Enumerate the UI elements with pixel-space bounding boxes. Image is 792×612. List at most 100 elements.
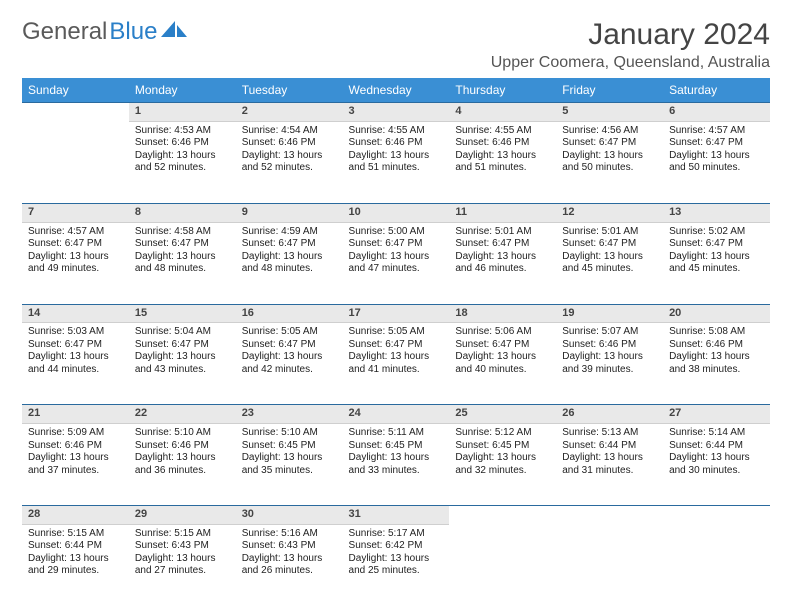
sunrise-text: Sunrise: 5:10 AM <box>135 427 230 440</box>
sunrise-text: Sunrise: 5:02 AM <box>669 226 764 239</box>
daylight1-text: Daylight: 13 hours <box>28 452 123 465</box>
day-number: 5 <box>556 103 663 122</box>
daynum-row: 123456 <box>22 103 770 122</box>
sunset-text: Sunset: 6:47 PM <box>28 238 123 251</box>
daylight1-text: Daylight: 13 hours <box>349 452 444 465</box>
col-sunday: Sunday <box>22 78 129 103</box>
page-header: GeneralBlue January 2024 Upper Coomera, … <box>22 18 770 72</box>
day-cell: Sunrise: 5:01 AMSunset: 6:47 PMDaylight:… <box>449 222 556 304</box>
day-number: 25 <box>449 405 556 424</box>
sunrise-text: Sunrise: 5:09 AM <box>28 427 123 440</box>
day-number: 28 <box>22 506 129 525</box>
day-number: 4 <box>449 103 556 122</box>
sunset-text: Sunset: 6:47 PM <box>135 339 230 352</box>
day-cell: Sunrise: 4:57 AMSunset: 6:47 PMDaylight:… <box>663 121 770 203</box>
daylight2-text: and 50 minutes. <box>562 162 657 175</box>
sunset-text: Sunset: 6:47 PM <box>455 339 550 352</box>
day-cell: Sunrise: 5:16 AMSunset: 6:43 PMDaylight:… <box>236 524 343 606</box>
sunrise-text: Sunrise: 5:08 AM <box>669 326 764 339</box>
daylight2-text: and 51 minutes. <box>455 162 550 175</box>
sunset-text: Sunset: 6:47 PM <box>455 238 550 251</box>
sunset-text: Sunset: 6:46 PM <box>349 137 444 150</box>
day-cell: Sunrise: 4:54 AMSunset: 6:46 PMDaylight:… <box>236 121 343 203</box>
sunset-text: Sunset: 6:43 PM <box>242 540 337 553</box>
daylight2-text: and 45 minutes. <box>562 263 657 276</box>
sunset-text: Sunset: 6:46 PM <box>28 440 123 453</box>
daylight2-text: and 40 minutes. <box>455 364 550 377</box>
logo-text-general: General <box>22 18 107 46</box>
day-number: 12 <box>556 203 663 222</box>
col-thursday: Thursday <box>449 78 556 103</box>
sunrise-text: Sunrise: 5:05 AM <box>349 326 444 339</box>
day-number: 10 <box>343 203 450 222</box>
sunset-text: Sunset: 6:47 PM <box>669 137 764 150</box>
daylight1-text: Daylight: 13 hours <box>669 150 764 163</box>
daylight2-text: and 45 minutes. <box>669 263 764 276</box>
daylight2-text: and 39 minutes. <box>562 364 657 377</box>
daylight2-text: and 46 minutes. <box>455 263 550 276</box>
day-cell: Sunrise: 5:07 AMSunset: 6:46 PMDaylight:… <box>556 323 663 405</box>
sunrise-text: Sunrise: 5:00 AM <box>349 226 444 239</box>
day-cell: Sunrise: 5:10 AMSunset: 6:45 PMDaylight:… <box>236 424 343 506</box>
day-number: 24 <box>343 405 450 424</box>
day-cell: Sunrise: 5:15 AMSunset: 6:44 PMDaylight:… <box>22 524 129 606</box>
daylight2-text: and 51 minutes. <box>349 162 444 175</box>
sunrise-text: Sunrise: 4:55 AM <box>455 125 550 138</box>
sunrise-text: Sunrise: 5:15 AM <box>135 528 230 541</box>
sunrise-text: Sunrise: 4:59 AM <box>242 226 337 239</box>
day-number: 3 <box>343 103 450 122</box>
sunrise-text: Sunrise: 5:05 AM <box>242 326 337 339</box>
day-cell: Sunrise: 5:17 AMSunset: 6:42 PMDaylight:… <box>343 524 450 606</box>
daylight2-text: and 31 minutes. <box>562 465 657 478</box>
sunrise-text: Sunrise: 5:17 AM <box>349 528 444 541</box>
daylight1-text: Daylight: 13 hours <box>455 351 550 364</box>
daylight2-text: and 44 minutes. <box>28 364 123 377</box>
daylight2-text: and 27 minutes. <box>135 565 230 578</box>
daylight1-text: Daylight: 13 hours <box>242 251 337 264</box>
sunset-text: Sunset: 6:44 PM <box>669 440 764 453</box>
day-cell: Sunrise: 5:15 AMSunset: 6:43 PMDaylight:… <box>129 524 236 606</box>
sunrise-text: Sunrise: 5:01 AM <box>455 226 550 239</box>
day-number: 31 <box>343 506 450 525</box>
daylight1-text: Daylight: 13 hours <box>455 150 550 163</box>
logo-text-blue: Blue <box>109 18 157 46</box>
daylight1-text: Daylight: 13 hours <box>28 251 123 264</box>
daylight2-text: and 35 minutes. <box>242 465 337 478</box>
sunrise-text: Sunrise: 5:11 AM <box>349 427 444 440</box>
daylight1-text: Daylight: 13 hours <box>562 150 657 163</box>
sunrise-text: Sunrise: 4:54 AM <box>242 125 337 138</box>
daylight1-text: Daylight: 13 hours <box>669 251 764 264</box>
daylight1-text: Daylight: 13 hours <box>562 251 657 264</box>
day-number <box>663 506 770 525</box>
title-block: January 2024 Upper Coomera, Queensland, … <box>491 18 770 72</box>
sunrise-text: Sunrise: 5:07 AM <box>562 326 657 339</box>
day-cell: Sunrise: 4:53 AMSunset: 6:46 PMDaylight:… <box>129 121 236 203</box>
day-number: 7 <box>22 203 129 222</box>
day-body-row: Sunrise: 5:03 AMSunset: 6:47 PMDaylight:… <box>22 323 770 405</box>
day-cell: Sunrise: 5:04 AMSunset: 6:47 PMDaylight:… <box>129 323 236 405</box>
day-body-row: Sunrise: 4:57 AMSunset: 6:47 PMDaylight:… <box>22 222 770 304</box>
logo-sail-icon <box>161 18 187 46</box>
sunset-text: Sunset: 6:47 PM <box>669 238 764 251</box>
sunset-text: Sunset: 6:42 PM <box>349 540 444 553</box>
daylight2-text: and 29 minutes. <box>28 565 123 578</box>
col-friday: Friday <box>556 78 663 103</box>
daylight1-text: Daylight: 13 hours <box>242 553 337 566</box>
col-wednesday: Wednesday <box>343 78 450 103</box>
sunrise-text: Sunrise: 5:13 AM <box>562 427 657 440</box>
daylight2-text: and 48 minutes. <box>242 263 337 276</box>
daynum-row: 21222324252627 <box>22 405 770 424</box>
day-body-row: Sunrise: 4:53 AMSunset: 6:46 PMDaylight:… <box>22 121 770 203</box>
daylight2-text: and 38 minutes. <box>669 364 764 377</box>
calendar-table: Sunday Monday Tuesday Wednesday Thursday… <box>22 78 770 606</box>
daylight2-text: and 41 minutes. <box>349 364 444 377</box>
sunset-text: Sunset: 6:44 PM <box>562 440 657 453</box>
day-number: 26 <box>556 405 663 424</box>
day-number: 9 <box>236 203 343 222</box>
sunset-text: Sunset: 6:46 PM <box>135 440 230 453</box>
day-number: 2 <box>236 103 343 122</box>
daylight1-text: Daylight: 13 hours <box>242 452 337 465</box>
sunset-text: Sunset: 6:47 PM <box>28 339 123 352</box>
sunset-text: Sunset: 6:46 PM <box>669 339 764 352</box>
sunset-text: Sunset: 6:47 PM <box>349 238 444 251</box>
